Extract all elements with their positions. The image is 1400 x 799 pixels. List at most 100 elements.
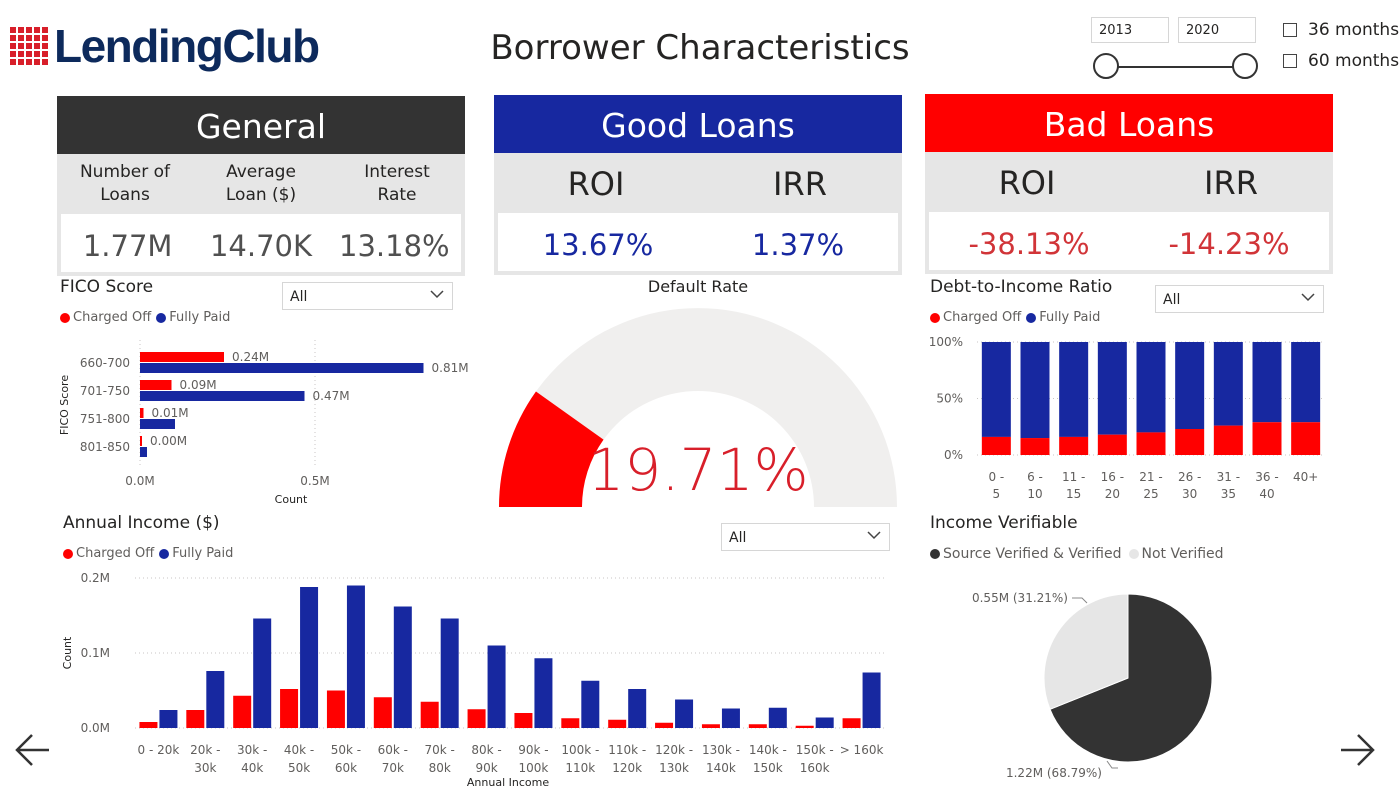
income-bar xyxy=(326,690,345,728)
dti-bar-charged-off xyxy=(1252,422,1282,455)
fico-bar xyxy=(140,380,172,390)
dti-title: Debt-to-Income Ratio xyxy=(930,277,1113,297)
income-bar xyxy=(186,710,205,728)
income-x-tick: 20k -30k xyxy=(190,743,220,775)
income-x-tick: 70k -80k xyxy=(425,743,455,775)
dti-legend: Charged Off Fully Paid xyxy=(930,310,1100,325)
dti-dropdown[interactable]: All xyxy=(1155,285,1324,313)
general-col-avg: Average Loan ($) xyxy=(225,162,297,205)
income-bar xyxy=(139,722,158,728)
fico-x-label: Count xyxy=(275,493,308,506)
fico-legend-paid: Fully Paid xyxy=(169,310,231,325)
income-y-tick: 0.1M xyxy=(81,646,110,660)
income-legend-paid: Fully Paid xyxy=(172,546,234,561)
income-bar xyxy=(280,689,299,728)
dti-bar-fully-paid xyxy=(1136,342,1166,433)
date-slider-end-handle[interactable] xyxy=(1232,53,1258,79)
income-bar xyxy=(467,709,486,728)
income-x-tick: 30k -40k xyxy=(237,743,267,775)
dti-bar-charged-off xyxy=(1291,422,1321,455)
good-col-irr: IRR xyxy=(773,165,827,203)
fico-x-tick: 0.0M xyxy=(125,474,154,488)
date-slider-start-handle[interactable] xyxy=(1093,53,1119,79)
income-bar xyxy=(253,618,272,728)
fully-paid-dot-icon xyxy=(1026,312,1037,323)
lendingclub-logo: LendingClub xyxy=(10,20,320,72)
default-rate-value: 19.71% xyxy=(587,436,809,504)
fico-data-label: 0.24M xyxy=(232,350,269,364)
fico-data-label: 0.81M xyxy=(432,361,469,375)
verified-dot-icon xyxy=(930,549,940,559)
fico-data-label: 0.01M xyxy=(152,406,189,420)
chevron-down-icon[interactable] xyxy=(867,530,881,540)
dti-bar-fully-paid xyxy=(1097,342,1127,435)
fully-paid-dot-icon xyxy=(159,548,170,559)
bad-loans-card: Bad Loans ROI IRR -38.13% -14.23% xyxy=(925,94,1333,274)
chevron-down-icon[interactable] xyxy=(1301,292,1315,302)
income-bar xyxy=(534,658,553,728)
term-60-checkbox[interactable]: 60 months xyxy=(1283,51,1399,71)
general-card: General Number of Loans Average Loan ($)… xyxy=(57,96,465,276)
dti-bar-charged-off xyxy=(1020,438,1050,455)
income-bar xyxy=(487,645,506,728)
income-x-tick: 90k -100k xyxy=(518,743,548,775)
fico-tick-label: 660-700 xyxy=(80,356,130,370)
checkbox-icon[interactable] xyxy=(1283,23,1297,37)
income-bar xyxy=(768,707,787,728)
date-slider-track[interactable] xyxy=(1106,66,1246,68)
bad-val-roi: -38.13% xyxy=(968,227,1090,261)
chevron-down-icon[interactable] xyxy=(430,289,444,299)
fully-paid-dot-icon xyxy=(156,312,167,323)
fico-dropdown-value: All xyxy=(290,289,308,305)
term-60-label: 60 months xyxy=(1308,51,1400,71)
gauge-track xyxy=(499,308,897,507)
arrow-right-icon[interactable] xyxy=(1338,732,1376,768)
fico-tick-label: 801-850 xyxy=(80,440,130,454)
term-36-checkbox[interactable]: 36 months xyxy=(1283,20,1399,40)
income-bar xyxy=(862,672,881,728)
bad-col-irr: IRR xyxy=(1204,164,1258,202)
general-val-rate: 13.18% xyxy=(339,229,450,263)
income-x-tick: 150k -160k xyxy=(796,743,834,775)
income-bar xyxy=(701,724,720,728)
annual-income-dropdown[interactable]: All xyxy=(721,523,890,551)
fico-bar xyxy=(140,447,147,457)
fico-dropdown[interactable]: All xyxy=(282,282,453,310)
income-x-tick: > 160k xyxy=(840,743,884,757)
fico-bar xyxy=(140,408,144,418)
income-bar xyxy=(628,689,647,728)
income-bar xyxy=(159,710,178,728)
dti-bar-charged-off xyxy=(1175,429,1205,455)
fico-bar xyxy=(140,419,175,429)
dti-bar-charged-off xyxy=(1136,432,1166,455)
income-y-tick: 0.0M xyxy=(81,721,110,735)
checkbox-icon[interactable] xyxy=(1283,54,1297,68)
dti-x-tick: 40+ xyxy=(1293,470,1318,484)
income-y-label: Count xyxy=(61,636,74,669)
income-bar xyxy=(373,697,392,728)
fico-y-label: FICO Score xyxy=(58,375,71,435)
income-x-tick: 60k -70k xyxy=(378,743,408,775)
date-end-input[interactable]: 2020 xyxy=(1178,17,1256,43)
term-36-label: 36 months xyxy=(1308,20,1400,40)
dti-x-tick: 6 -10 xyxy=(1027,470,1043,501)
dti-bar-charged-off xyxy=(1213,425,1243,455)
income-bar xyxy=(393,606,412,728)
date-start-input[interactable]: 2013 xyxy=(1091,17,1169,43)
income-legend-charged: Charged Off xyxy=(76,546,155,561)
arrow-left-icon[interactable] xyxy=(14,732,52,768)
dti-bar-fully-paid xyxy=(1059,342,1089,437)
income-bar xyxy=(842,718,861,728)
dti-bar-fully-paid xyxy=(1175,342,1205,430)
fico-data-label: 0.09M xyxy=(180,378,217,392)
pie-label-verified: 1.22M (68.79%) xyxy=(1006,766,1102,780)
annual-income-legend: Charged Off Fully Paid xyxy=(63,546,233,561)
income-bar xyxy=(608,719,627,728)
general-val-loans: 1.77M xyxy=(82,229,173,263)
dti-x-tick: 31 -35 xyxy=(1217,470,1240,501)
good-col-roi: ROI xyxy=(567,165,625,203)
income-verifiable-title: Income Verifiable xyxy=(930,513,1078,533)
income-bar xyxy=(721,708,740,728)
pie-leader-line xyxy=(1106,760,1118,769)
good-val-irr: 1.37% xyxy=(751,228,845,262)
